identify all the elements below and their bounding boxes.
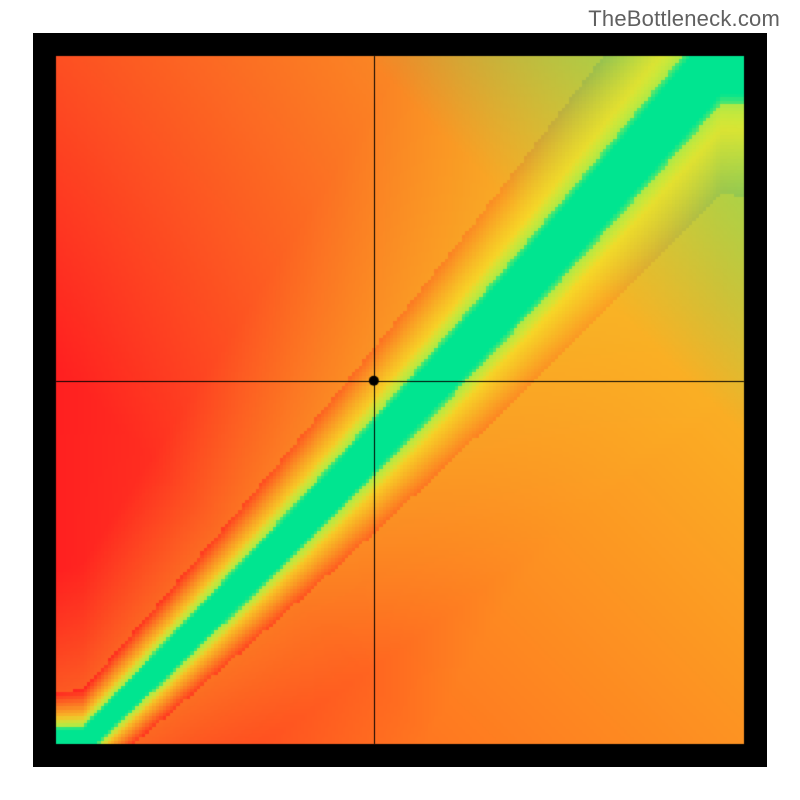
crosshair-overlay bbox=[33, 33, 767, 767]
chart-outer-frame bbox=[33, 33, 767, 767]
watermark: TheBottleneck.com bbox=[588, 6, 780, 32]
chart-container: TheBottleneck.com bbox=[0, 0, 800, 800]
